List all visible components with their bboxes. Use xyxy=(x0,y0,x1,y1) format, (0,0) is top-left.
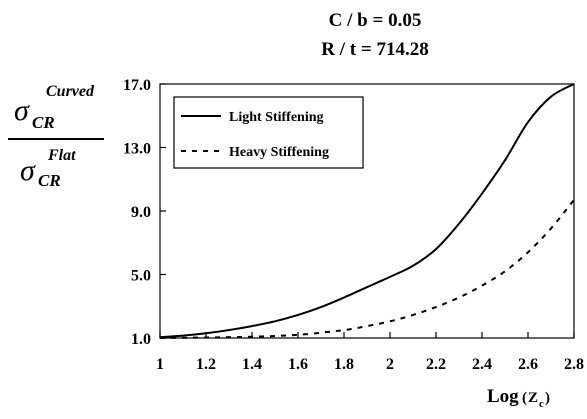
y-label-denominator-sup: Flat xyxy=(47,147,76,164)
x-label-close-paren: ) xyxy=(545,390,550,406)
y-tick-label: 13.0 xyxy=(123,141,151,158)
x-label-prefix: Log xyxy=(487,386,519,407)
axis-ticks: 1 1.2 1.4 1.6 1.8 2 2.2 2.4 2.6 2.8 1.0 5.0 9.0 13.0 1… xyxy=(123,77,584,373)
y-tick-label: 5.0 xyxy=(131,268,151,285)
series-group xyxy=(159,83,575,339)
x-tick-label: 1.8 xyxy=(334,356,354,373)
y-tick-label: 1.0 xyxy=(131,331,151,348)
legend-label-heavy: Heavy Stiffening xyxy=(229,145,329,160)
chart-title-line-1: C / b = 0.05 xyxy=(329,10,422,31)
y-tick-label: 9.0 xyxy=(131,204,151,221)
x-tick-label: 2.2 xyxy=(426,356,446,373)
x-tick-label: 2.6 xyxy=(518,356,538,373)
x-tick-label: 1.2 xyxy=(196,356,216,373)
y-axis-label: σ Curved CR σ Flat CR xyxy=(8,83,104,190)
y-label-denominator-symbol: σ xyxy=(20,154,36,187)
x-tick-label: 2 xyxy=(386,356,394,373)
y-label-numerator-sub: CR xyxy=(32,113,55,132)
x-tick-label: 2.4 xyxy=(472,356,492,373)
x-label-sub: c xyxy=(539,398,544,410)
x-tick-label: 1.6 xyxy=(288,356,308,373)
x-tick-label: 1.4 xyxy=(242,356,262,373)
x-axis-label: Log ( Z c ) xyxy=(487,386,550,410)
series-heavy-stiffening-line xyxy=(159,199,575,339)
x-tick-label: 1 xyxy=(156,356,164,373)
y-label-denominator-sub: CR xyxy=(38,171,61,190)
series-light-stiffening-line xyxy=(159,83,575,339)
x-label-variable: Z xyxy=(528,390,538,406)
chart-title-line-2: R / t = 714.28 xyxy=(321,39,428,60)
y-tick-label: 17.0 xyxy=(123,77,151,94)
legend: Light Stiffening Heavy Stiffening xyxy=(173,96,364,169)
y-label-numerator-symbol: σ xyxy=(14,94,30,127)
legend-label-light: Light Stiffening xyxy=(229,110,324,125)
legend-box xyxy=(173,96,364,169)
y-label-numerator-sup: Curved xyxy=(46,83,95,100)
x-label-open-paren: ( xyxy=(522,390,527,406)
x-tick-label: 2.8 xyxy=(564,356,584,373)
